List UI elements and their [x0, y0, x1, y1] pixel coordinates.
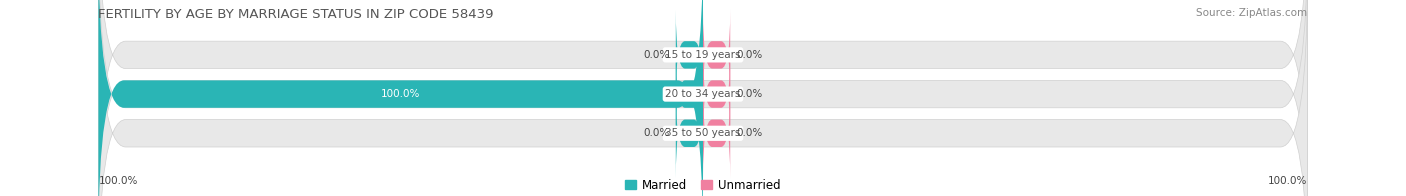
Text: 20 to 34 years: 20 to 34 years — [665, 89, 741, 99]
FancyBboxPatch shape — [703, 88, 730, 178]
FancyBboxPatch shape — [676, 88, 703, 178]
FancyBboxPatch shape — [703, 10, 730, 100]
Text: 0.0%: 0.0% — [644, 128, 669, 138]
FancyBboxPatch shape — [676, 49, 703, 139]
Text: 0.0%: 0.0% — [644, 50, 669, 60]
Text: Source: ZipAtlas.com: Source: ZipAtlas.com — [1197, 8, 1308, 18]
Text: 100.0%: 100.0% — [98, 176, 138, 186]
Legend: Married, Unmarried: Married, Unmarried — [626, 179, 780, 192]
Text: 0.0%: 0.0% — [737, 50, 762, 60]
Text: 35 to 50 years: 35 to 50 years — [665, 128, 741, 138]
FancyBboxPatch shape — [676, 10, 703, 100]
FancyBboxPatch shape — [98, 0, 703, 196]
Text: 100.0%: 100.0% — [1268, 176, 1308, 186]
Text: FERTILITY BY AGE BY MARRIAGE STATUS IN ZIP CODE 58439: FERTILITY BY AGE BY MARRIAGE STATUS IN Z… — [98, 8, 494, 21]
Text: 0.0%: 0.0% — [737, 89, 762, 99]
FancyBboxPatch shape — [98, 0, 1308, 196]
FancyBboxPatch shape — [703, 49, 730, 139]
Text: 15 to 19 years: 15 to 19 years — [665, 50, 741, 60]
FancyBboxPatch shape — [98, 0, 1308, 196]
FancyBboxPatch shape — [98, 0, 1308, 196]
Text: 0.0%: 0.0% — [737, 128, 762, 138]
Text: 100.0%: 100.0% — [381, 89, 420, 99]
